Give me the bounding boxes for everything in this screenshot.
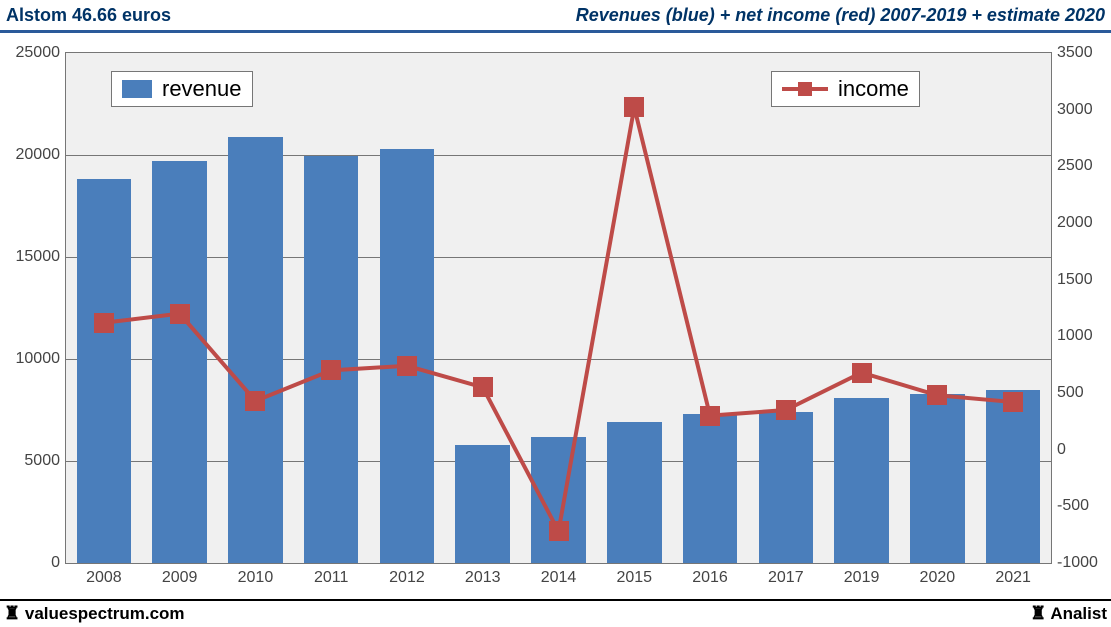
x-tick: 2021 [995,569,1031,587]
y-right-tick: 500 [1057,384,1084,402]
footer: ♜ valuespectrum.com ♜ Analist [0,599,1111,627]
y-left-tick: 20000 [16,146,61,164]
y-right-tick: 2500 [1057,157,1093,175]
income-marker [397,356,417,376]
y-left-tick: 15000 [16,248,61,266]
x-tick: 2014 [541,569,577,587]
legend: revenue [111,71,253,107]
x-tick: 2010 [238,569,274,587]
x-tick: 2015 [616,569,652,587]
income-marker [94,313,114,333]
income-marker [321,360,341,380]
income-marker [927,385,947,405]
income-marker [473,377,493,397]
income-marker [245,391,265,411]
x-tick: 2013 [465,569,501,587]
rook-icon: ♜ [4,603,20,623]
income-line [66,53,1051,563]
x-tick: 2017 [768,569,804,587]
x-tick: 2016 [692,569,728,587]
income-marker [624,97,644,117]
income-marker [549,521,569,541]
x-tick: 2020 [920,569,956,587]
legend-label: revenue [162,76,242,102]
x-tick: 2011 [314,569,348,587]
header-left: Alstom 46.66 euros [6,5,171,26]
y-right-tick: -500 [1057,497,1089,515]
y-left-tick: 0 [51,554,60,572]
legend-swatch [122,80,152,98]
legend-line-sample [782,79,828,99]
y-left-tick: 25000 [16,44,61,62]
y-right-tick: 3500 [1057,44,1093,62]
footer-left: ♜ valuespectrum.com [4,604,185,624]
x-tick: 2012 [389,569,425,587]
y-right-tick: 1500 [1057,271,1093,289]
y-left-tick: 10000 [16,350,61,368]
income-marker [852,363,872,383]
header: Alstom 46.66 euros Revenues (blue) + net… [0,0,1111,33]
y-right-tick: 1000 [1057,327,1093,345]
income-marker [170,304,190,324]
x-tick: 2008 [86,569,122,587]
x-tick: 2019 [844,569,880,587]
income-marker [700,406,720,426]
income-marker [776,400,796,420]
y-right-tick: -1000 [1057,554,1098,572]
y-right-tick: 3000 [1057,101,1093,119]
y-right-tick: 2000 [1057,214,1093,232]
legend-label: income [838,76,909,102]
header-right: Revenues (blue) + net income (red) 2007-… [576,5,1105,26]
rook-icon: ♜ [1030,603,1046,623]
income-marker [1003,392,1023,412]
x-tick: 2009 [162,569,198,587]
y-left-tick: 5000 [24,452,60,470]
footer-left-text: valuespectrum.com [25,604,185,623]
chart-plot-area: 0500010000150002000025000-1000-500050010… [65,52,1052,564]
footer-right: ♜ Analist [1030,604,1107,624]
legend: income [771,71,920,107]
y-right-tick: 0 [1057,441,1066,459]
footer-right-text: Analist [1050,604,1107,623]
